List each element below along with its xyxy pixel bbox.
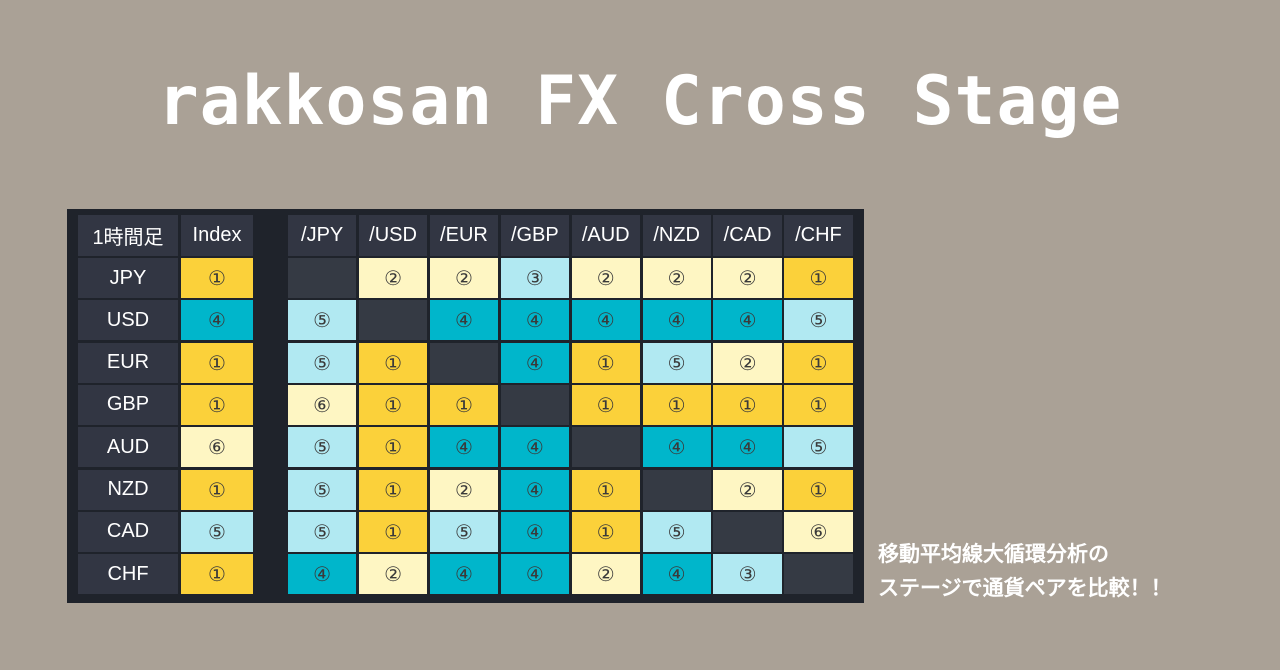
- stage-cell: ②: [358, 258, 428, 298]
- row-label: GBP: [78, 384, 178, 425]
- index-stage-cell: ④: [181, 300, 253, 341]
- stage-cell: ⑤: [288, 300, 357, 341]
- stage-cell: ①: [571, 342, 640, 383]
- column-header: /JPY: [288, 215, 357, 256]
- column-header: /GBP: [500, 215, 569, 256]
- stage-cell: ①: [358, 384, 428, 425]
- column-header: /USD: [358, 215, 428, 256]
- stage-cell: ③: [500, 258, 569, 298]
- stage-cell: ①: [358, 427, 428, 468]
- stage-cell: ④: [713, 427, 782, 468]
- stage-cell: ①: [571, 511, 640, 552]
- stage-cell: ⑤: [429, 511, 499, 552]
- stage-cell: ④: [571, 300, 640, 341]
- stage-cell: ④: [500, 427, 569, 468]
- stage-cell: ②: [429, 469, 499, 510]
- index-stage-cell: ①: [181, 469, 253, 510]
- row-label: AUD: [78, 427, 178, 468]
- stage-cell: ④: [429, 300, 499, 341]
- column-header: /NZD: [642, 215, 711, 256]
- stage-cell: ③: [713, 554, 782, 595]
- stage-cell: ⑤: [642, 511, 711, 552]
- diagonal-empty-cell: [571, 427, 640, 468]
- stage-cell: ①: [429, 384, 499, 425]
- stage-cell: ⑥: [288, 384, 357, 425]
- stage-cell: ④: [642, 300, 711, 341]
- diagonal-empty-cell: [429, 342, 499, 383]
- diagonal-empty-cell: [713, 511, 782, 552]
- index-header: Index: [181, 215, 253, 256]
- subtitle-line-2: ステージで通貨ペアを比較！！: [878, 576, 1172, 600]
- row-label: JPY: [78, 258, 178, 298]
- stage-cell: ⑤: [288, 469, 357, 510]
- stage-cell: ④: [500, 511, 569, 552]
- stage-cell: ⑤: [288, 511, 357, 552]
- stage-cell: ④: [500, 342, 569, 383]
- stage-cell: ①: [784, 384, 853, 425]
- index-stage-cell: ①: [181, 258, 253, 298]
- stage-cell: ②: [713, 469, 782, 510]
- stage-cell: ①: [713, 384, 782, 425]
- stage-cell: ④: [429, 554, 499, 595]
- row-label: CHF: [78, 554, 178, 595]
- stage-cell: ①: [358, 342, 428, 383]
- row-label: CAD: [78, 511, 178, 552]
- subtitle-line-1: 移動平均線大循環分析の: [878, 542, 1109, 566]
- stage-cell: ②: [713, 258, 782, 298]
- index-stage-cell: ⑥: [181, 427, 253, 468]
- stage-cell: ①: [784, 258, 853, 298]
- subtitle: 移動平均線大循環分析の ステージで通貨ペアを比較！！: [878, 537, 1278, 605]
- cross-stage-table: 1時間足 Index/JPY/USD/EUR/GBP/AUD/NZD/CAD/CH…: [67, 209, 864, 603]
- stage-cell: ①: [642, 384, 711, 425]
- stage-cell: ⑤: [784, 427, 853, 468]
- row-label: USD: [78, 300, 178, 341]
- stage-cell: ④: [500, 469, 569, 510]
- stage-cell: ⑥: [784, 511, 853, 552]
- diagonal-empty-cell: [642, 469, 711, 510]
- column-header: /AUD: [571, 215, 640, 256]
- stage-cell: ⑤: [288, 342, 357, 383]
- stage-cell: ②: [429, 258, 499, 298]
- stage-cell: ④: [288, 554, 357, 595]
- stage-cell: ②: [358, 554, 428, 595]
- timeframe-label: 1時間足: [78, 215, 178, 256]
- stage-cell: ①: [784, 469, 853, 510]
- stage-cell: ②: [571, 554, 640, 595]
- stage-cell: ④: [642, 427, 711, 468]
- stage-cell: ①: [358, 511, 428, 552]
- stage-cell: ①: [784, 342, 853, 383]
- row-label: NZD: [78, 469, 178, 510]
- stage-cell: ②: [571, 258, 640, 298]
- diagonal-empty-cell: [288, 258, 357, 298]
- stage-cell: ②: [713, 342, 782, 383]
- column-header: /CHF: [784, 215, 853, 256]
- index-stage-cell: ①: [181, 342, 253, 383]
- column-header: /CAD: [713, 215, 782, 256]
- diagonal-empty-cell: [358, 300, 428, 341]
- diagonal-empty-cell: [784, 554, 853, 595]
- stage-cell: ①: [571, 469, 640, 510]
- stage-cell: ⑤: [784, 300, 853, 341]
- stage-cell: ④: [642, 554, 711, 595]
- column-header: /EUR: [429, 215, 499, 256]
- stage-cell: ④: [500, 300, 569, 341]
- stage-cell: ①: [571, 384, 640, 425]
- stage-cell: ④: [713, 300, 782, 341]
- page-title: rakkosan FX Cross Stage: [157, 62, 1123, 141]
- stage-cell: ⑤: [642, 342, 711, 383]
- stage-cell: ④: [500, 554, 569, 595]
- stage-cell: ①: [358, 469, 428, 510]
- index-stage-cell: ①: [181, 384, 253, 425]
- stage-cell: ⑤: [288, 427, 357, 468]
- index-stage-cell: ①: [181, 554, 253, 595]
- stage-cell: ④: [429, 427, 499, 468]
- stage-cell: ②: [642, 258, 711, 298]
- row-label: EUR: [78, 342, 178, 383]
- diagonal-empty-cell: [500, 384, 569, 425]
- index-stage-cell: ⑤: [181, 511, 253, 552]
